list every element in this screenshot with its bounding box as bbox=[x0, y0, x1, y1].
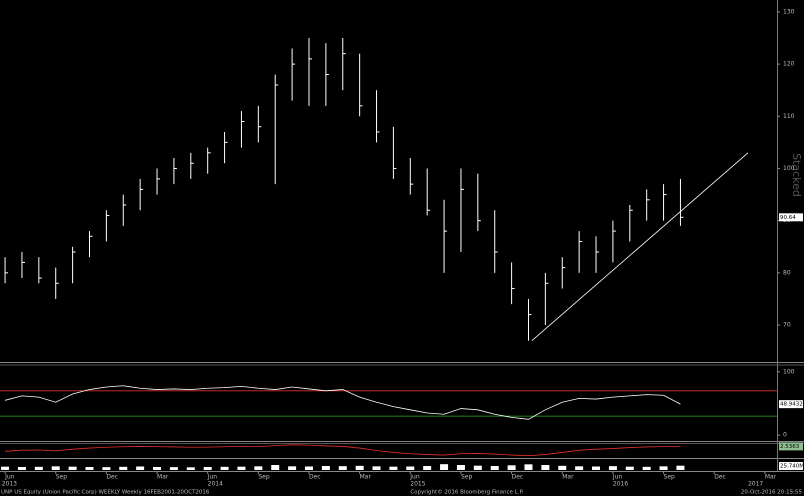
y-tick-label: 110 bbox=[783, 113, 795, 120]
volume-bar bbox=[271, 465, 280, 470]
y-tick-label: 130 bbox=[783, 8, 795, 15]
volume-bar bbox=[102, 467, 111, 470]
x-tick-label: Jun bbox=[409, 474, 420, 481]
volume-bar bbox=[389, 466, 398, 470]
volume-bar bbox=[524, 464, 533, 470]
x-tick-label: Jun bbox=[207, 474, 218, 481]
x-tick-label: Mar bbox=[157, 474, 169, 481]
footer-right: 20-Oct-2016 20:15:55 bbox=[741, 490, 803, 496]
x-tick-label: Dec bbox=[309, 474, 321, 481]
volume-bar bbox=[169, 467, 178, 470]
series-line bbox=[4, 385, 681, 420]
volume-bar bbox=[136, 466, 145, 470]
volume-bar bbox=[186, 467, 195, 470]
value-box bbox=[779, 462, 803, 470]
volume-bar bbox=[321, 466, 330, 470]
value-label: 48.9432 bbox=[780, 402, 803, 408]
volume-bar bbox=[592, 466, 601, 470]
y-tick-label: 80 bbox=[783, 269, 791, 276]
volume-bar bbox=[153, 467, 162, 470]
volume-bar bbox=[490, 466, 499, 470]
volume-bar bbox=[51, 466, 60, 470]
volume-bar bbox=[17, 467, 26, 470]
year-label: 2014 bbox=[208, 481, 223, 488]
value-label: 2.5363 bbox=[780, 444, 800, 450]
value-label: 90.64 bbox=[780, 215, 796, 221]
y-tick-label: 70 bbox=[783, 322, 791, 329]
volume-bar bbox=[575, 466, 584, 470]
volume-bar bbox=[625, 466, 634, 470]
series-line bbox=[5, 444, 681, 457]
volume-bar bbox=[34, 466, 43, 470]
volume-bar bbox=[203, 467, 212, 470]
trendline bbox=[531, 152, 749, 341]
volume-bar bbox=[254, 466, 263, 470]
volume-bar bbox=[473, 465, 482, 470]
footer-center: Copyright© 2016 Bloomberg Finance L.P. bbox=[410, 489, 524, 496]
volume-bar bbox=[507, 465, 516, 470]
volume-bar bbox=[423, 466, 432, 470]
y-tick-label: 120 bbox=[783, 61, 795, 68]
year-label: 2013 bbox=[2, 481, 17, 488]
x-tick-label: Dec bbox=[106, 474, 118, 481]
volume-bar bbox=[440, 464, 449, 470]
volume-bar bbox=[355, 465, 364, 470]
value-box bbox=[779, 213, 803, 222]
x-tick-label: Mar bbox=[765, 474, 777, 481]
volume-bar bbox=[1, 466, 10, 470]
volume-bar bbox=[220, 466, 229, 470]
volume-bar bbox=[288, 466, 297, 470]
year-label: 2017 bbox=[748, 481, 763, 488]
x-tick-label: Dec bbox=[714, 474, 726, 481]
volume-bar bbox=[659, 466, 668, 470]
y-tick-label: 100 bbox=[783, 368, 795, 375]
volume-bar bbox=[406, 466, 415, 470]
volume-bar bbox=[541, 465, 550, 470]
value-label: 25.740M bbox=[780, 464, 804, 470]
x-tick-label: Mar bbox=[360, 474, 372, 481]
x-tick-label: Sep bbox=[258, 474, 270, 481]
year-label: 2015 bbox=[410, 481, 425, 488]
x-tick-label: Jun bbox=[612, 474, 623, 481]
volume-bar bbox=[237, 466, 246, 470]
footer-left: UNP US Equity (Union Pacific Corp) WEEKL… bbox=[1, 490, 210, 496]
volume-bar bbox=[676, 465, 685, 470]
side-label: Stacked bbox=[790, 153, 803, 197]
volume-bar bbox=[85, 467, 94, 470]
volume-bar bbox=[119, 466, 128, 470]
x-tick-label: Mar bbox=[562, 474, 574, 481]
x-tick-label: Sep bbox=[461, 474, 473, 481]
volume-bar bbox=[558, 465, 567, 470]
volume-bar bbox=[68, 466, 77, 470]
x-tick-label: Sep bbox=[664, 474, 676, 481]
x-tick-label: Jun bbox=[4, 474, 15, 481]
year-label: 2016 bbox=[613, 481, 628, 488]
volume-bar bbox=[372, 466, 381, 470]
y-tick-label: 0 bbox=[783, 432, 787, 439]
volume-bar bbox=[338, 466, 347, 470]
volume-bar bbox=[304, 466, 313, 470]
volume-bar bbox=[642, 466, 651, 470]
x-tick-label: Dec bbox=[512, 474, 524, 481]
volume-bar bbox=[608, 466, 617, 470]
value-box bbox=[779, 442, 803, 451]
x-tick-label: Sep bbox=[56, 474, 68, 481]
volume-bar bbox=[456, 465, 465, 470]
value-box bbox=[779, 400, 803, 409]
y-tick-label: 100 bbox=[783, 165, 795, 172]
